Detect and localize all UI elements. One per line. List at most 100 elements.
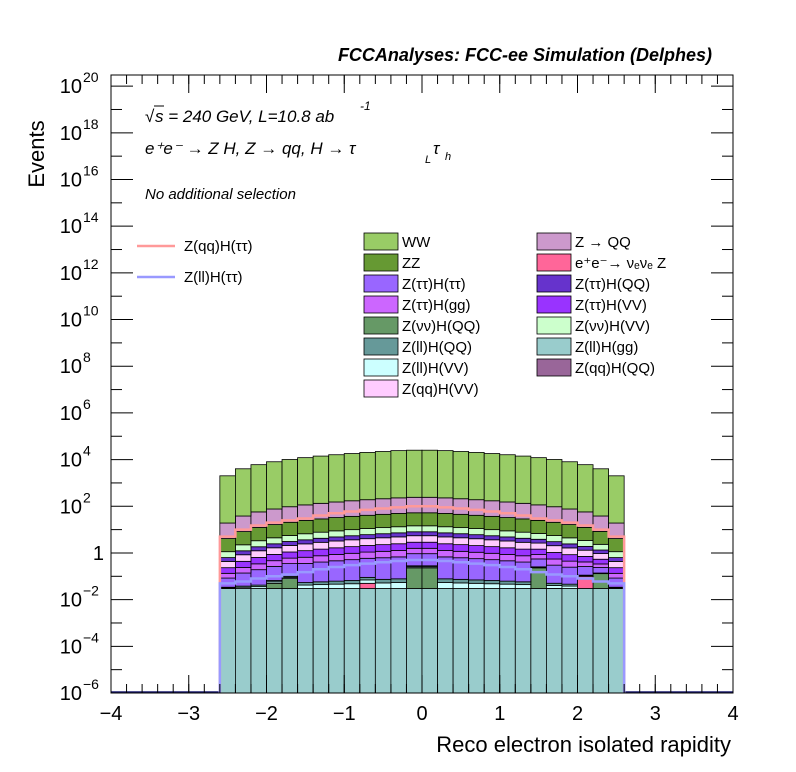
bar-12-5: [297, 520, 314, 535]
bar-11-24: [592, 543, 609, 551]
bar-9-12: [406, 535, 423, 543]
bar-8-20: [530, 548, 547, 555]
bar-0-16: [468, 588, 485, 694]
bar-8-2: [250, 557, 267, 565]
bar-0-5: [297, 588, 314, 694]
bar-7-16: [468, 551, 485, 560]
x-tick-label-4: 0: [416, 703, 427, 725]
bar-0-9: [359, 588, 376, 694]
bar-7-18: [499, 554, 516, 562]
legend-swatch-0-1: [363, 253, 399, 272]
legend-label-1-6: Z(qq)H(QQ): [575, 360, 655, 377]
bar-0-21: [546, 588, 563, 694]
bar-9-10: [374, 537, 392, 546]
signal-line-0: [218, 505, 626, 693]
bar-11-12: [406, 525, 423, 533]
series-11: [219, 525, 625, 558]
bar-6-3: [266, 565, 283, 581]
bar-11-3: [266, 537, 283, 545]
bar-13-18: [499, 501, 516, 518]
bar-7-10: [374, 550, 392, 559]
bar-14-25: [608, 475, 625, 524]
bar-4-14: [437, 582, 454, 589]
bar-11-21: [546, 535, 563, 543]
bar-14-6: [312, 455, 330, 504]
bar-10-16: [468, 534, 485, 540]
y-tick-exponent-11: 16: [83, 163, 99, 179]
bar-5-18: [499, 580, 516, 585]
bar-0-6: [312, 588, 330, 694]
bar-4-21: [546, 585, 563, 589]
bar-9-8: [343, 539, 361, 548]
bar-8-22: [561, 554, 578, 562]
process-text: e⁺e⁻ → Z H, Z → qq, H → τ: [145, 139, 357, 158]
legend-label-0-6: Z(ll)H(VV): [402, 360, 469, 377]
legend-label-0-0: WW: [402, 234, 431, 251]
process-annotation: e⁺e⁻ → Z H, Z → qq, H → τ L τ h: [145, 139, 451, 166]
bar-10-17: [483, 535, 501, 541]
bar-14-4: [281, 459, 298, 508]
bar-10-19: [514, 537, 532, 543]
bar-12-23: [577, 527, 594, 541]
bar-8-24: [592, 558, 609, 565]
bar-6-23: [577, 566, 594, 576]
bar-10-6: [312, 537, 330, 543]
bar-10-5: [297, 539, 314, 545]
bar-12-25: [608, 538, 625, 553]
x-tick-label-1: −3: [177, 703, 200, 725]
bar-7-9: [359, 551, 376, 559]
signal-lines: [218, 505, 626, 693]
bar-5-7: [328, 580, 345, 585]
bar-6-18: [499, 560, 516, 582]
bar-0-1: [234, 588, 252, 694]
process-tau-2: τ: [433, 139, 441, 158]
bar-6-9: [359, 557, 376, 578]
bar-12-14: [437, 513, 454, 528]
legend-label-1-5: Z(ll)H(gg): [575, 339, 638, 356]
bar-14-15: [452, 451, 470, 500]
bar-4-19: [514, 584, 532, 589]
x-tick-label-7: 3: [650, 703, 661, 725]
x-tick-label-3: −1: [333, 703, 356, 725]
y-tick-label-9: 10: [60, 263, 82, 285]
legend-label-0-7: Z(qq)H(VV): [402, 381, 479, 398]
legend-label-1-4: Z(νν)H(VV): [575, 318, 650, 335]
bar-11-15: [452, 527, 470, 535]
bar-9-25: [608, 561, 625, 569]
bar-14-1: [234, 468, 252, 517]
legend-swatch-1-6: [536, 358, 572, 377]
bar-14-9: [359, 452, 376, 501]
bar-0-4: [281, 588, 298, 694]
bar-6-15: [452, 557, 470, 580]
y-tick-label-12: 10: [60, 123, 82, 145]
bar-7-5: [297, 556, 314, 564]
legend-label-1-3: Z(ττ)H(VV): [575, 297, 647, 314]
bar-11-2: [250, 540, 267, 548]
bar-9-7: [328, 540, 345, 549]
bar-13-16: [468, 499, 485, 516]
bar-10-0: [219, 557, 236, 562]
bar-11-5: [297, 533, 314, 541]
bar-14-10: [374, 451, 392, 500]
bar-0-7: [328, 588, 345, 694]
bar-8-25: [608, 567, 625, 574]
legend-swatch-1-5: [536, 337, 572, 356]
bar-0-13: [421, 588, 438, 694]
bar-14-18: [499, 454, 516, 503]
bar-12-0: [219, 538, 236, 553]
y-tick-exponent-9: 12: [83, 256, 99, 272]
bar-8-18: [499, 547, 516, 555]
bar-5-15: [452, 578, 470, 584]
y-tick-label-4: 10: [60, 496, 82, 518]
bar-7-4: [281, 557, 298, 564]
legend-label-1-2: Z(ττ)H(QQ): [575, 276, 650, 293]
process-subscript-l: L: [425, 154, 431, 166]
bar-5-6: [312, 581, 330, 586]
bar-13-11: [390, 497, 407, 514]
bar-7-14: [437, 550, 454, 558]
bar-9-23: [577, 549, 594, 557]
bar-12-7: [328, 517, 345, 532]
bar-10-10: [374, 533, 392, 539]
bar-4-7: [328, 583, 345, 589]
